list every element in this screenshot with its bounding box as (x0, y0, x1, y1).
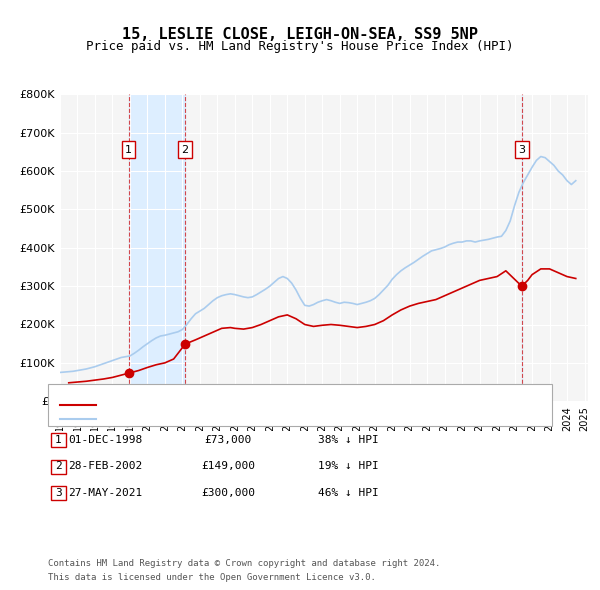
Bar (128, 94, 185, 401)
Text: £73,000: £73,000 (205, 435, 251, 444)
Text: 38% ↓ HPI: 38% ↓ HPI (317, 435, 379, 444)
Text: 2: 2 (182, 145, 189, 155)
Text: This data is licensed under the Open Government Licence v3.0.: This data is licensed under the Open Gov… (48, 572, 376, 582)
Text: 2: 2 (55, 461, 62, 471)
Text: 28-FEB-2002: 28-FEB-2002 (68, 461, 142, 471)
Text: 3: 3 (55, 488, 62, 497)
Text: 46% ↓ HPI: 46% ↓ HPI (317, 488, 379, 497)
Text: 01-DEC-1998: 01-DEC-1998 (68, 435, 142, 444)
Text: Price paid vs. HM Land Registry's House Price Index (HPI): Price paid vs. HM Land Registry's House … (86, 40, 514, 53)
Text: 15, LESLIE CLOSE, LEIGH-ON-SEA, SS9 5NP: 15, LESLIE CLOSE, LEIGH-ON-SEA, SS9 5NP (122, 27, 478, 41)
Text: 3: 3 (518, 145, 525, 155)
Text: £300,000: £300,000 (201, 488, 255, 497)
Text: 1: 1 (55, 435, 62, 444)
Text: HPI: Average price, detached house, Southend-on-Sea: HPI: Average price, detached house, Sout… (102, 416, 421, 425)
Text: 27-MAY-2021: 27-MAY-2021 (68, 488, 142, 497)
Text: 1: 1 (125, 145, 132, 155)
Text: Contains HM Land Registry data © Crown copyright and database right 2024.: Contains HM Land Registry data © Crown c… (48, 559, 440, 568)
Text: 15, LESLIE CLOSE, LEIGH-ON-SEA, SS9 5NP (detached house): 15, LESLIE CLOSE, LEIGH-ON-SEA, SS9 5NP … (102, 402, 452, 412)
Text: 19% ↓ HPI: 19% ↓ HPI (317, 461, 379, 471)
Text: £149,000: £149,000 (201, 461, 255, 471)
